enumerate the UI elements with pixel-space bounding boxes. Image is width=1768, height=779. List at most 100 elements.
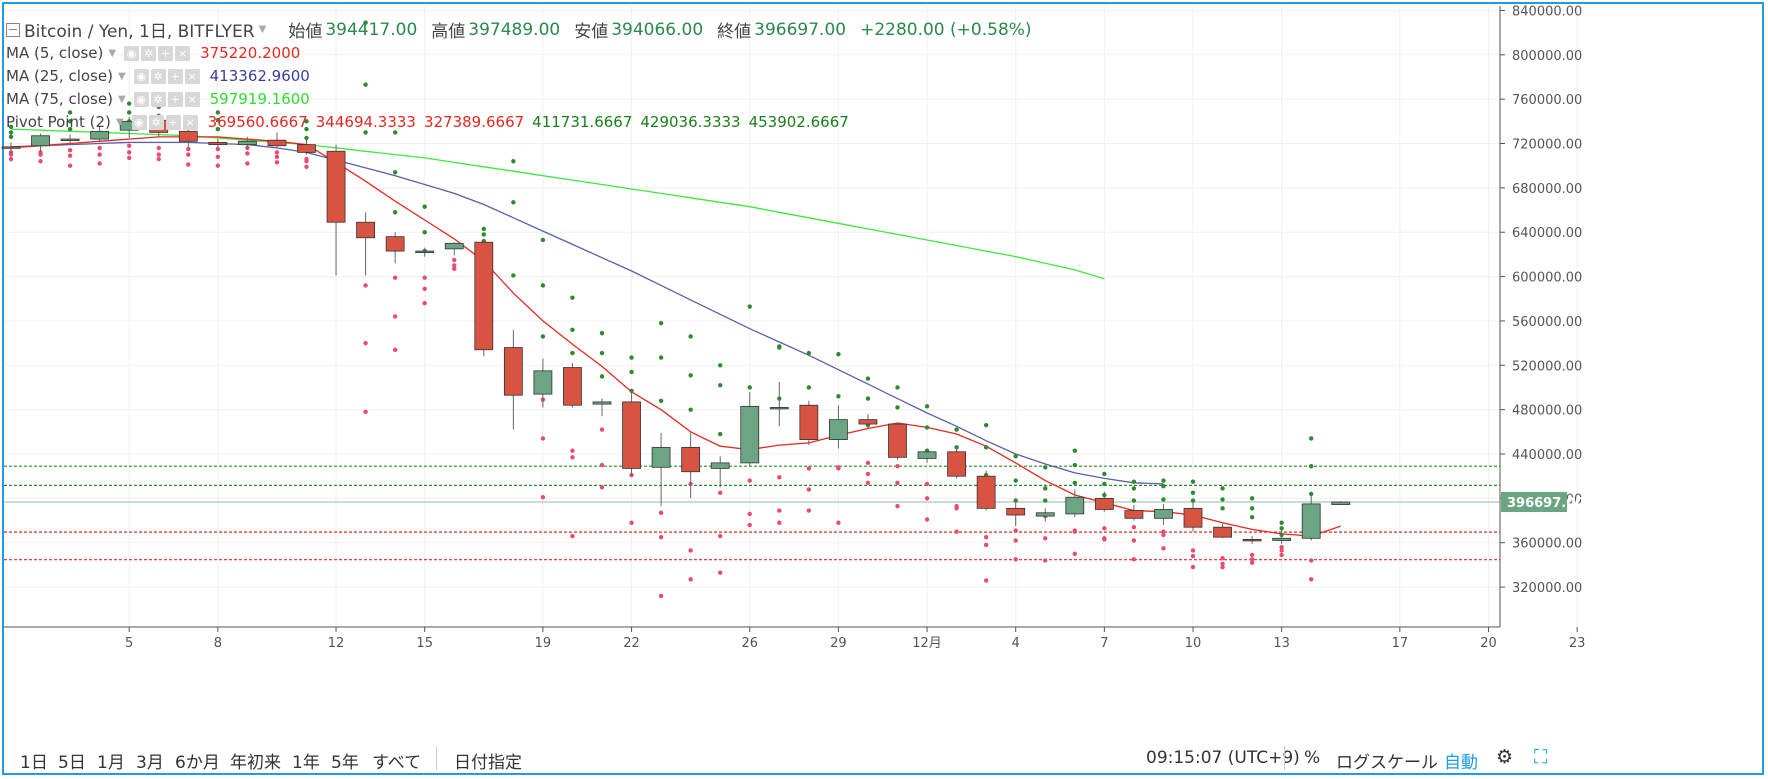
pivot-dot-support	[599, 485, 605, 490]
eye-icon[interactable]: ◉	[133, 91, 149, 107]
pivot-dot-resistance	[1279, 526, 1284, 531]
legend-ma5[interactable]: MA (5, close) ▼ ◉ ✲ + × 375220.2000	[6, 44, 300, 62]
legend-name[interactable]: MA (5, close)	[6, 44, 104, 62]
legend-ma75[interactable]: MA (75, close) ▼ ◉ ✲ + × 597919.1600	[6, 90, 310, 108]
pivot-dot-support	[777, 520, 782, 525]
pivot-dot-resistance	[1190, 490, 1196, 496]
goto-date-button[interactable]: 日付指定	[454, 753, 522, 773]
pivot-dot-resistance	[67, 110, 73, 115]
collapse-icon[interactable]	[6, 22, 20, 37]
pivot-dot-resistance	[1190, 479, 1196, 484]
gear-icon[interactable]: ✲	[150, 68, 166, 84]
chevron-down-icon[interactable]: ▼	[108, 47, 117, 59]
chevron-down-icon[interactable]: ▼	[117, 93, 126, 105]
gear-icon[interactable]: ✲	[150, 91, 166, 107]
fullscreen-icon[interactable]: ⛶	[1534, 746, 1548, 768]
pivot-dot-support	[895, 480, 900, 486]
log-scale-toggle[interactable]: ログスケール	[1336, 753, 1438, 773]
chevron-down-icon[interactable]: ▼	[258, 24, 267, 35]
timeframe-5y[interactable]: 5年	[331, 753, 359, 773]
pivot-dot-support	[1043, 558, 1048, 563]
symbol-title[interactable]: Bitcoin / Yen, 1日, BITFLYER	[24, 22, 255, 42]
pivot-dot-resistance	[1161, 478, 1166, 483]
close-icon[interactable]: ×	[182, 114, 198, 130]
plus-icon[interactable]: +	[158, 45, 174, 61]
candle-body	[444, 242, 464, 250]
pivot-dot-support	[67, 147, 73, 153]
y-tick-label: 840000.00	[1512, 4, 1582, 19]
timeframe-1d[interactable]: 1日	[20, 753, 48, 773]
pivot-dot-support	[1102, 537, 1107, 542]
pivot-dot-resistance	[304, 126, 309, 132]
timeframe-6m[interactable]: 6か月	[175, 753, 220, 773]
eye-icon[interactable]: ◉	[124, 45, 140, 61]
timeframe-5d[interactable]: 5日	[58, 753, 86, 773]
pivot-dot-support	[747, 522, 752, 528]
gear-icon[interactable]: ✲	[141, 45, 157, 61]
pivot-dot-resistance	[629, 355, 634, 360]
pivot-dot-support	[983, 534, 989, 540]
timeframe-ytd[interactable]: 年初来	[230, 753, 281, 773]
auto-scale-toggle[interactable]: 自動	[1444, 753, 1478, 773]
pivot-dot-resistance	[599, 374, 605, 379]
close-icon[interactable]: ×	[184, 91, 200, 107]
legend-name[interactable]: Pivot Point (2)	[6, 113, 111, 131]
moving-averages	[10, 128, 1342, 537]
pivot-dot-support	[718, 533, 723, 539]
pivot-dot-support	[215, 163, 221, 168]
legend-pivot-point[interactable]: Pivot Point (2) ▼ ◉ ✲ + × 369560.6667 34469…	[6, 113, 849, 131]
pivot-dot-support	[363, 409, 368, 415]
last-price-badge	[1501, 492, 1567, 513]
x-tick-label: 17	[1392, 636, 1409, 651]
gear-icon[interactable]: ✲	[148, 114, 164, 130]
candle-body	[947, 451, 966, 477]
timeframe-3m[interactable]: 3月	[136, 753, 164, 773]
pivot-dot-support	[1190, 548, 1196, 553]
pivot-dot-support	[1190, 553, 1196, 559]
chevron-down-icon[interactable]: ▼	[115, 116, 124, 128]
candle-body	[60, 138, 80, 141]
candle-body	[90, 130, 110, 140]
chevron-down-icon[interactable]: ▼	[117, 70, 126, 82]
pivot-dot-resistance	[570, 327, 575, 333]
pivot-dot-support	[215, 146, 221, 152]
legend-name[interactable]: MA (25, close)	[6, 67, 113, 85]
pivot-dot-resistance	[806, 385, 812, 390]
close-icon[interactable]: ×	[184, 68, 200, 84]
legend-name[interactable]: MA (75, close)	[6, 90, 113, 108]
pivot-dot-resistance	[688, 334, 693, 339]
legend-value: 411731.6667	[532, 113, 633, 131]
timeframe-all[interactable]: すべて	[372, 753, 422, 773]
legend-value: 344694.3333	[315, 113, 416, 131]
clock: 09:15:07 (UTC+9)	[1146, 748, 1300, 768]
close-label: 終値	[717, 22, 752, 42]
pivot-dot-support	[865, 480, 871, 486]
pivot-dot-resistance	[924, 425, 930, 430]
plus-icon[interactable]: +	[167, 91, 183, 107]
timeframe-1m[interactable]: 1月	[97, 753, 125, 773]
plus-icon[interactable]: +	[167, 68, 183, 84]
legend-value: 369560.6667	[207, 113, 308, 131]
gear-icon[interactable]: ⚙	[1496, 746, 1514, 768]
candle-body	[208, 141, 228, 146]
timeframe-1y[interactable]: 1年	[292, 753, 320, 773]
close-icon[interactable]: ×	[175, 45, 191, 61]
eye-icon[interactable]: ◉	[131, 114, 147, 130]
pivot-dot-resistance	[718, 431, 723, 437]
pivot-dot-resistance	[865, 376, 871, 381]
x-tick-label: 29	[830, 636, 847, 651]
eye-icon[interactable]: ◉	[133, 68, 149, 84]
pivot-dot-support	[1249, 557, 1255, 562]
legend-value: 597919.1600	[209, 90, 310, 108]
plus-icon[interactable]: +	[165, 114, 181, 130]
pivot-dot-support	[452, 263, 457, 268]
pivot-dot-support	[97, 152, 102, 157]
candle-body	[1154, 509, 1173, 519]
x-tick-label: 22	[623, 636, 640, 651]
pivot-dot-resistance	[127, 101, 132, 106]
percent-toggle[interactable]: %	[1304, 748, 1321, 768]
axes: 320000.00360000.00400000.00440000.004800…	[4, 4, 1585, 651]
pivot-dot-support	[540, 436, 546, 441]
legend-ma25[interactable]: MA (25, close) ▼ ◉ ✲ + × 413362.9600	[6, 67, 310, 85]
pivot-dot-resistance	[8, 124, 14, 130]
